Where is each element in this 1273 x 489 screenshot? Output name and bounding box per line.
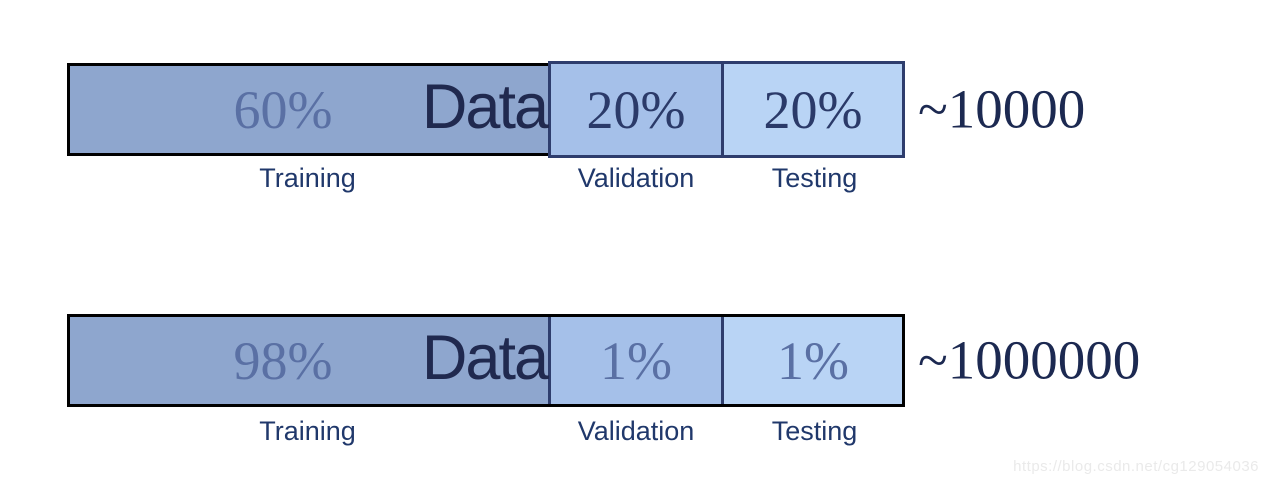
segment-testing: 1% [724,317,902,404]
split-row-small-dataset: 60% Data 20% 20% ~10000 [67,61,1273,158]
data-word-label: Data [421,71,549,142]
segment-label-testing: Testing [771,163,858,193]
segment-label-training: Training [259,163,356,193]
validation-percent: 20% [586,79,686,140]
training-percent: 98% [233,330,333,391]
data-bar-small: 60% Data 20% 20% [67,61,905,158]
segment-labels-small: Training Validation Testing [67,163,905,194]
data-bar-large: 98% Data 1% 1% [67,314,905,407]
sample-count-small: ~10000 [918,77,1086,139]
segment-labels-large: Training Validation Testing [67,416,905,447]
training-percent: 60% [233,79,333,140]
validation-percent: 1% [600,330,672,391]
segment-label-validation: Validation [577,416,695,446]
segment-label-testing: Testing [771,416,858,446]
segment-training: 98% Data [70,317,549,404]
data-word-label: Data [421,322,549,393]
segment-label-training: Training [259,416,356,446]
segment-testing: 20% [724,61,905,158]
watermark-url: https://blog.csdn.net/cg129054036 [1013,458,1259,475]
split-row-large-dataset: 98% Data 1% 1% ~1000000 [67,314,1273,407]
segment-validation: 1% [548,317,724,404]
segment-training: 60% Data [70,66,549,153]
segment-validation: 20% [548,61,724,158]
segment-label-validation: Validation [577,163,695,193]
testing-percent: 1% [777,330,849,391]
testing-percent: 20% [763,79,863,140]
sample-count-large: ~1000000 [918,328,1141,390]
